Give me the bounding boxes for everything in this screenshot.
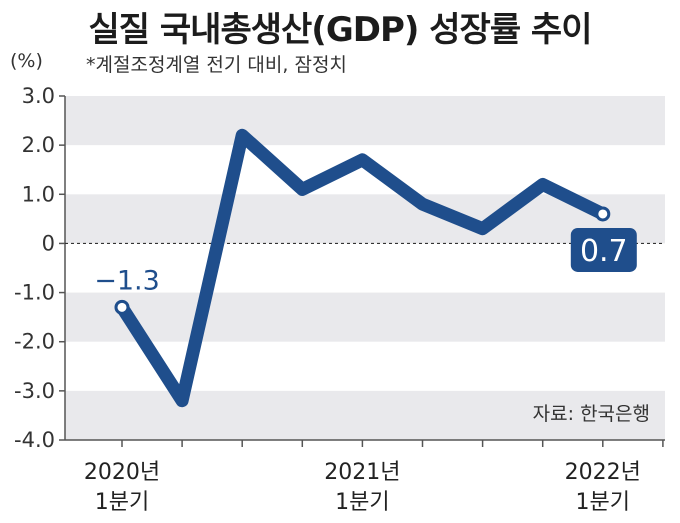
series-line	[115, 128, 610, 408]
y-tick-label: -1.0	[14, 281, 55, 305]
grid-band	[65, 390, 665, 440]
series-point	[114, 299, 130, 315]
y-tick-label: -3.0	[14, 379, 55, 403]
y-tick-label: 3.0	[22, 84, 55, 108]
source-note: 자료: 한국은행	[533, 403, 650, 425]
y-tick-label: 0	[42, 231, 55, 255]
y-tick-label: 2.0	[22, 133, 55, 157]
x-tick-label: 2021년 1분기	[324, 460, 400, 515]
y-tick-label: 1.0	[22, 182, 55, 206]
y-ticks: 3.0 2.0 1.0 0 -1.0 -2.0 -3.0 -4.0	[14, 84, 65, 452]
series-points	[114, 206, 611, 315]
grid-bands	[65, 96, 665, 440]
data-labels: −1.3 0.7	[94, 227, 637, 296]
x-tick-label: 2020년 1분기	[84, 460, 160, 515]
x-ticks: 2020년 1분기 2021년 1분기 2022년 1분기	[84, 440, 664, 515]
x-tick-label: 2022년 1분기	[565, 460, 641, 515]
grid-band	[65, 292, 665, 342]
y-tick-label: -2.0	[14, 330, 55, 354]
data-label-end-box	[570, 227, 637, 272]
series-point	[595, 206, 611, 222]
y-tick-label: -4.0	[14, 428, 55, 452]
data-label-end: 0.7	[580, 234, 628, 269]
chart-title: 실질 국내총생산(GDP) 성장률 추이	[88, 10, 593, 50]
data-label-start: −1.3	[94, 265, 160, 296]
chart-subtitle: *계절조정계열 전기 대비, 잠정치	[86, 54, 347, 76]
y-axis-unit: (%)	[10, 50, 43, 72]
grid-band	[65, 96, 665, 146]
